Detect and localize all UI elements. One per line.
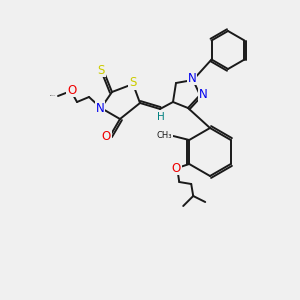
Text: methoxy: methoxy [50, 94, 56, 96]
Text: S: S [129, 76, 137, 89]
Text: N: N [96, 101, 104, 115]
Text: O: O [68, 83, 76, 97]
Text: H: H [157, 112, 165, 122]
Text: S: S [97, 64, 105, 76]
Text: N: N [188, 71, 196, 85]
Text: O: O [101, 130, 111, 143]
Text: CH₃: CH₃ [157, 130, 172, 140]
Text: O: O [172, 161, 181, 175]
Text: N: N [199, 88, 207, 101]
